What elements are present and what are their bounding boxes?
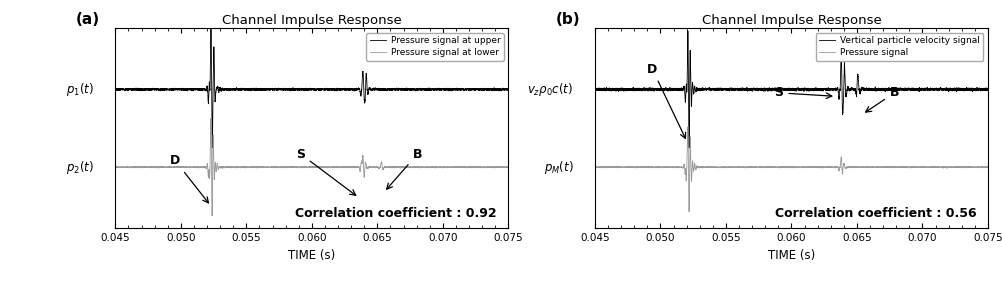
Vertical particle velocity signal xyxy=(681,62,693,66)
Pressure signal xyxy=(588,166,600,169)
Text: D: D xyxy=(646,63,685,138)
Line: Pressure signal at upper: Pressure signal at upper xyxy=(115,17,508,147)
Line: Pressure signal: Pressure signal xyxy=(594,127,987,212)
Text: D: D xyxy=(170,155,208,203)
Pressure signal xyxy=(765,166,777,169)
Pressure signal at lower xyxy=(202,170,214,174)
Text: (a): (a) xyxy=(76,12,100,27)
Pressure signal at upper xyxy=(286,87,298,91)
Pressure signal at upper xyxy=(258,88,270,91)
X-axis label: TIME (s): TIME (s) xyxy=(288,249,336,262)
Text: B: B xyxy=(865,86,898,112)
Pressure signal xyxy=(978,166,990,169)
Text: Correlation coefficient : 0.92: Correlation coefficient : 0.92 xyxy=(295,208,496,221)
Vertical particle velocity signal xyxy=(681,29,693,33)
Vertical particle velocity signal xyxy=(588,89,600,92)
Pressure signal at lower xyxy=(205,214,217,218)
Pressure signal xyxy=(681,125,693,128)
Pressure signal at lower xyxy=(286,166,298,169)
Text: Correlation coefficient : 0.56: Correlation coefficient : 0.56 xyxy=(774,208,975,221)
X-axis label: TIME (s): TIME (s) xyxy=(767,249,815,262)
Line: Pressure signal at lower: Pressure signal at lower xyxy=(115,119,508,216)
Text: (b): (b) xyxy=(555,12,579,27)
Vertical particle velocity signal xyxy=(978,87,990,91)
Pressure signal xyxy=(681,150,693,154)
Text: $p_2(t)$: $p_2(t)$ xyxy=(66,159,93,176)
Vertical particle velocity signal xyxy=(736,87,748,91)
Pressure signal xyxy=(736,165,748,169)
Legend: Pressure signal at upper, Pressure signal at lower: Pressure signal at upper, Pressure signa… xyxy=(366,33,503,61)
Pressure signal xyxy=(981,166,993,169)
Pressure signal at upper xyxy=(202,97,214,100)
Title: Channel Impulse Response: Channel Impulse Response xyxy=(700,14,881,27)
Vertical particle velocity signal xyxy=(683,58,695,61)
Pressure signal at lower xyxy=(200,166,212,169)
Title: Channel Impulse Response: Channel Impulse Response xyxy=(221,14,402,27)
Vertical particle velocity signal xyxy=(981,87,993,90)
Text: $v_z\rho_0c(t)$: $v_z\rho_0c(t)$ xyxy=(527,81,573,98)
Pressure signal xyxy=(683,140,695,143)
Pressure signal at lower xyxy=(258,166,270,169)
Pressure signal at upper xyxy=(204,25,216,28)
Pressure signal at upper xyxy=(204,16,216,19)
Text: $p_M(t)$: $p_M(t)$ xyxy=(543,159,573,176)
Pressure signal at upper xyxy=(502,87,514,90)
Pressure signal at lower xyxy=(204,118,216,122)
Line: Vertical particle velocity signal: Vertical particle velocity signal xyxy=(594,31,987,148)
Vertical particle velocity signal xyxy=(765,89,777,93)
Text: S: S xyxy=(296,147,356,195)
Pressure signal at lower xyxy=(109,166,121,169)
Pressure signal at upper xyxy=(200,86,212,89)
Legend: Vertical particle velocity signal, Pressure signal: Vertical particle velocity signal, Press… xyxy=(815,33,982,61)
Text: S: S xyxy=(774,86,831,99)
Pressure signal xyxy=(682,210,694,213)
Pressure signal at upper xyxy=(109,87,121,90)
Pressure signal at lower xyxy=(204,117,216,120)
Pressure signal at upper xyxy=(206,146,218,149)
Pressure signal at lower xyxy=(502,166,514,169)
Vertical particle velocity signal xyxy=(682,146,694,149)
Pressure signal xyxy=(679,179,691,182)
Pressure signal at upper xyxy=(499,88,511,91)
Text: $p_1(t)$: $p_1(t)$ xyxy=(66,81,93,98)
Vertical particle velocity signal xyxy=(679,84,691,87)
Pressure signal at lower xyxy=(499,166,511,169)
Text: B: B xyxy=(387,147,422,189)
